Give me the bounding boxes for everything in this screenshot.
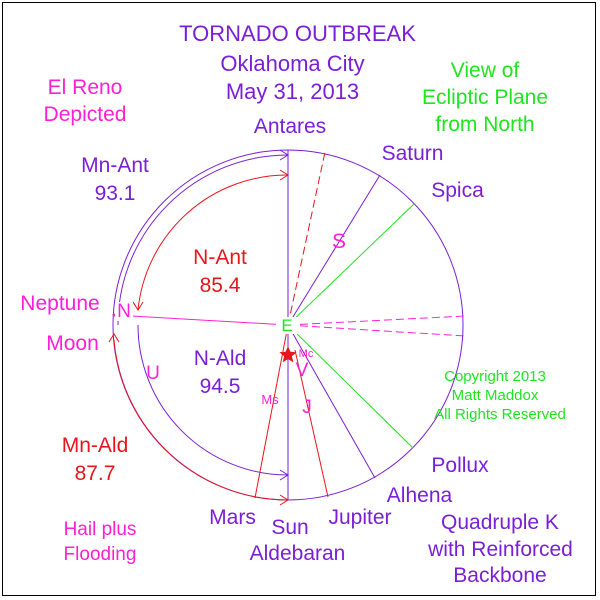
copyright-line-1: Copyright 2013 (444, 368, 546, 385)
storm-type-line-1: Quadruple K (441, 511, 559, 534)
view-label-line-2: Ecliptic Plane (421, 86, 549, 109)
view-label-line-1: View of (450, 59, 520, 82)
el-reno-line-2: Depicted (43, 103, 127, 126)
title-line-2: Oklahoma City (220, 51, 365, 76)
copyright-line-2: Matt Maddox (451, 387, 539, 404)
mn-ant-arc (117, 154, 289, 326)
antares-label: Antares (253, 115, 327, 138)
spica-label: Spica (431, 179, 484, 202)
n-ant-arrow-left (132, 301, 144, 311)
n-ant-arrow-top (279, 169, 289, 181)
earth-marker: E (276, 317, 298, 334)
mn-ald-value: 87.7 (74, 462, 116, 485)
title-line-1: TORNADO OUTBREAK (179, 21, 416, 46)
mars-label: Mars (209, 506, 256, 529)
neptune-label: Neptune (20, 292, 100, 315)
mercury-star (279, 346, 297, 363)
n-ald-arrow-bottom (279, 469, 289, 481)
spica-line (287, 202, 416, 326)
storm-type-line-3: Backbone (453, 564, 547, 587)
jupiter-label: Jupiter (328, 506, 392, 529)
storm-type-line-2: with Reinforced (428, 538, 573, 561)
alhena-label: Alhena (386, 484, 453, 507)
copyright-line-3: All Rights Reserved (434, 406, 566, 423)
moon-line (112, 314, 289, 326)
el-reno-line-1: El Reno (47, 76, 123, 99)
saturn-line-dashed (287, 151, 326, 326)
sun-label: Sun (271, 516, 309, 539)
saturn-marker: S (331, 230, 346, 253)
pollux-line (287, 324, 414, 449)
n-ant-arc (137, 174, 289, 311)
n-ald-arc (137, 324, 289, 476)
jupiter-line (294, 349, 329, 498)
moon-line-dashed (287, 324, 466, 337)
view-label-line-3: from North (435, 113, 535, 136)
n-ald-label: N-Ald (193, 347, 247, 370)
alhena-line (287, 324, 376, 479)
title-line-3: May 31, 2013 (225, 79, 360, 104)
pollux-label: Pollux (431, 454, 489, 477)
mercury-marker: Mc (298, 348, 314, 360)
mn-ald-label: Mn-Ald (61, 434, 129, 457)
moon-label: Moon (46, 332, 99, 355)
neptune-marker: N (115, 302, 133, 321)
mn-ald-arrow-left (108, 333, 120, 343)
venus-marker: V (295, 360, 309, 381)
mn-ald-arrow-bottom (279, 494, 289, 506)
mn-ald-arc (113, 339, 289, 501)
mn-ant-arrow-top (279, 149, 289, 161)
saturn-line (287, 174, 381, 326)
uranus-marker: U (146, 363, 160, 384)
hazard-line-2: Flooding (63, 544, 137, 565)
n-ald-value: 94.5 (199, 375, 241, 398)
jupiter-marker: J (302, 397, 312, 418)
saturn-label: Saturn (381, 142, 444, 165)
mn-ant-label: Mn-Ant (81, 154, 149, 177)
n-ant-label: N-Ant (193, 246, 247, 269)
n-ant-value: 85.4 (199, 274, 241, 297)
mn-ant-value: 93.1 (94, 182, 136, 205)
hazard-line-1: Hail plus (63, 519, 137, 540)
aldebaran-label: Aldebaran (249, 542, 346, 565)
mars-marker: Ms (261, 392, 279, 407)
neptune-line-dashed (287, 315, 466, 326)
